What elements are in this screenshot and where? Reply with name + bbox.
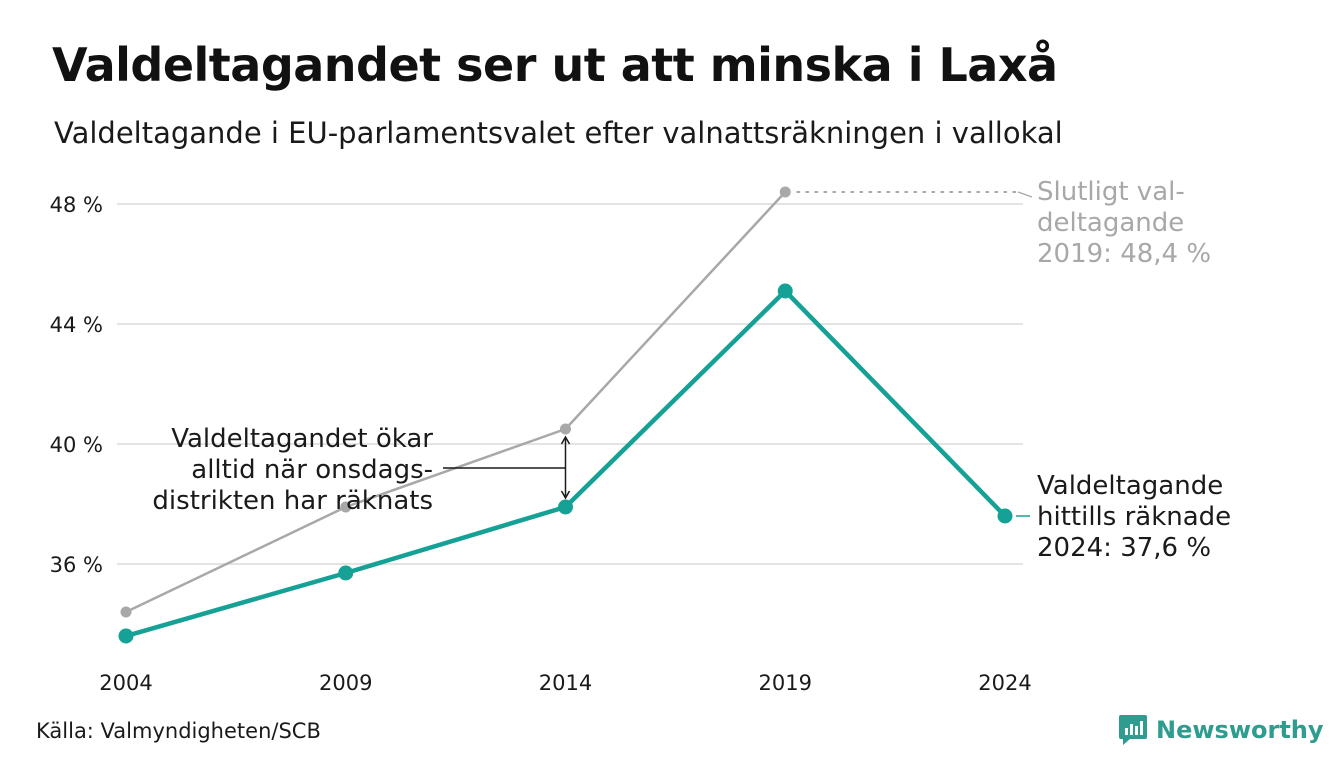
- note-arrow-down: [560, 490, 571, 500]
- brand[interactable]: Newsworthy: [1118, 713, 1324, 747]
- x-tick-label: 2019: [759, 671, 812, 695]
- y-tick-label: 48 %: [50, 193, 103, 217]
- counted-2024-label: Valdeltagande hittills räknade 2024: 37,6 …: [1037, 471, 1231, 563]
- final-2019-label: Slutligt val-deltagande 2019: 48,4 %: [1037, 177, 1211, 269]
- y-tick-label: 44 %: [50, 313, 103, 337]
- data-point-final: [340, 501, 352, 513]
- data-point-counted: [997, 508, 1013, 524]
- x-axis: 2004 2009 2014 2019 2024: [99, 671, 1031, 695]
- y-axis: 36 % 40 % 44 % 48 %: [50, 193, 103, 577]
- page-title: Valdeltagandet ser ut att minska i Laxå: [52, 38, 1058, 92]
- x-tick-label: 2009: [319, 671, 372, 695]
- data-point-counted: [338, 565, 354, 581]
- data-point-final: [120, 606, 132, 618]
- note-label: Valdeltagandet ökar alltid när onsdags-di…: [152, 424, 433, 516]
- final-2019-connector: [1017, 191, 1033, 198]
- data-point-counted: [118, 628, 134, 644]
- series-line-final: [124, 190, 787, 614]
- data-point-final: [779, 186, 791, 198]
- x-tick-label: 2004: [99, 671, 152, 695]
- y-tick-label: 36 %: [50, 553, 103, 577]
- brand-name: Newsworthy: [1156, 716, 1324, 744]
- note-arrow-up: [560, 435, 571, 445]
- x-tick-label: 2024: [978, 671, 1031, 695]
- data-point-final: [560, 423, 571, 435]
- source-note: Källa: Valmyndigheten/SCB: [36, 719, 321, 743]
- data-point-counted: [777, 283, 793, 299]
- annotations: Slutligt val-deltagande 2019: 48,4 % Valde…: [152, 177, 1231, 563]
- gridlines: [117, 203, 1023, 565]
- x-tick-label: 2014: [539, 671, 592, 695]
- series-layer: [118, 186, 1013, 644]
- data-point-counted: [558, 499, 573, 515]
- y-tick-label: 40 %: [50, 433, 103, 457]
- page-subtitle: Valdeltagande i EU-parlamentsvalet efter…: [54, 116, 1063, 150]
- newsworthy-logo-icon: [1119, 715, 1147, 745]
